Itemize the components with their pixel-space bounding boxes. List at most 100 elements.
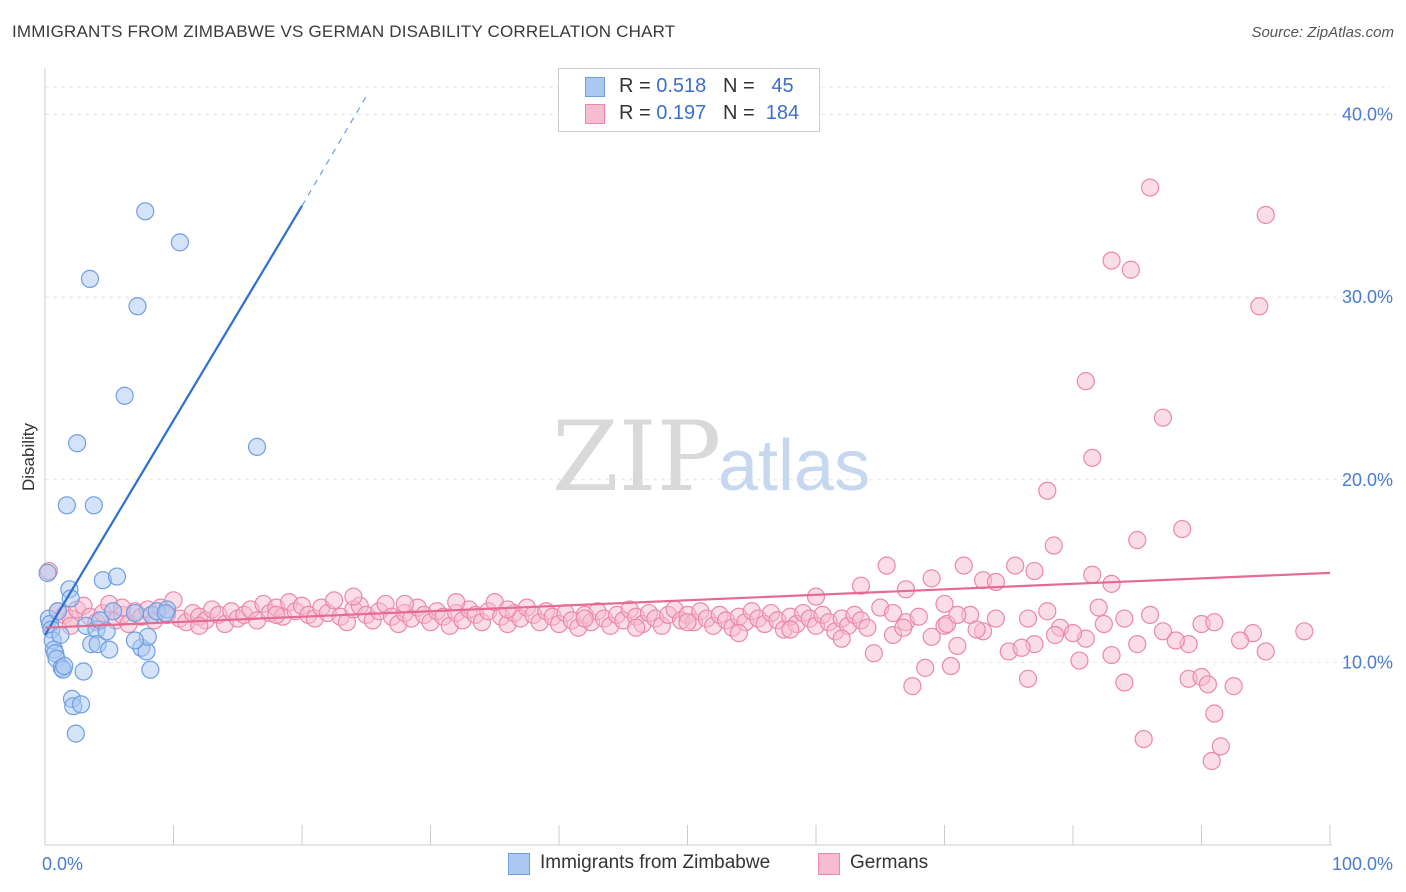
- germans-point-195: [1025, 561, 1044, 581]
- germans-point-207: [916, 658, 935, 677]
- germans-point-205: [935, 594, 954, 614]
- germans-point-197: [922, 569, 941, 588]
- germans-point-131: [267, 605, 286, 625]
- germans-point-136: [575, 609, 594, 628]
- germans-point-210: [1018, 669, 1038, 688]
- germans-point-162: [1153, 622, 1173, 641]
- bottom-legend-swatch-blue: [508, 853, 530, 875]
- germans-point-141: [832, 629, 851, 648]
- germans-point-160: [1102, 645, 1121, 665]
- germans-point-212: [1115, 673, 1134, 692]
- y-tick-label-3: 40.0%: [1342, 105, 1393, 125]
- germans-point-218: [1202, 751, 1221, 771]
- germans-point-201: [877, 556, 896, 575]
- germans-point-170: [1012, 638, 1031, 657]
- zimbabwe-point-44: [141, 660, 160, 679]
- germans-point-172: [1115, 609, 1134, 628]
- germans-point-215: [1134, 729, 1153, 749]
- germans-point-168: [909, 607, 928, 626]
- zimbabwe-point-46: [170, 233, 190, 252]
- germans-point-189: [1038, 481, 1057, 500]
- germans-point-187: [1153, 408, 1173, 427]
- axes: [44, 68, 1332, 846]
- zimbabwe-point-0: [38, 563, 57, 582]
- germans-point-190: [1173, 519, 1192, 539]
- germans-point-220: [1224, 677, 1243, 696]
- germans-point-137: [626, 618, 646, 637]
- germans-point-211: [1070, 651, 1089, 670]
- germans-point-134: [447, 593, 466, 612]
- zimbabwe-point-43: [125, 631, 145, 650]
- germans-point-175: [894, 618, 913, 637]
- germans-point-217: [1211, 737, 1230, 756]
- legend-swatch-blue: [585, 77, 605, 97]
- germans-point-208: [941, 656, 961, 676]
- zimbabwe-point-25: [84, 496, 103, 515]
- germans-point-127: [858, 618, 877, 637]
- y-tick-labels: 10.0% 20.0% 30.0% 40.0%: [1342, 105, 1393, 673]
- germans-point-192: [1044, 536, 1063, 555]
- germans-point-186: [1076, 372, 1095, 391]
- germans-point-165: [1230, 631, 1250, 650]
- germans-point-146: [1089, 598, 1108, 617]
- zimbabwe-point-13: [57, 496, 76, 515]
- germans-point-167: [883, 603, 903, 623]
- zimbabwe-point-9: [51, 625, 70, 645]
- germans-point-200: [1102, 574, 1121, 593]
- zimbabwe-point-20: [71, 695, 91, 714]
- germans-point-177: [967, 620, 986, 639]
- source-label: Source: ZipAtlas.com: [1251, 24, 1394, 41]
- germans-point-147: [1140, 605, 1160, 625]
- germans-point-202: [896, 580, 916, 599]
- zimbabwe-point-30: [97, 622, 116, 641]
- germans-point-145: [1038, 602, 1057, 621]
- germans-point-135: [498, 600, 517, 619]
- germans-trend-line: [44, 571, 1331, 629]
- germans-point-196: [1083, 565, 1102, 584]
- watermark: ZIP atlas: [552, 401, 870, 513]
- zimbabwe-point-32: [104, 602, 123, 621]
- germans-point-179: [1045, 625, 1065, 645]
- germans-point-133: [395, 594, 414, 614]
- zimbabwe-point-21: [74, 662, 93, 681]
- germans-point-139: [729, 624, 749, 643]
- zimbabwe-point-18: [66, 724, 85, 743]
- legend-swatch-pink: [585, 104, 605, 124]
- y-axis-label: Disability: [19, 422, 38, 491]
- y-tick-label-0: 10.0%: [1342, 652, 1393, 672]
- germans-point-194: [1006, 556, 1025, 575]
- germans-point-132: [344, 587, 363, 606]
- germans-point-188: [1083, 448, 1102, 467]
- germans-point-154: [948, 636, 967, 656]
- germans-point-183: [1102, 251, 1121, 270]
- germans-point-180: [1094, 614, 1113, 634]
- watermark-atlas: atlas: [718, 426, 870, 506]
- zimbabwe-point-34: [115, 386, 134, 405]
- watermark-zip: ZIP: [552, 401, 721, 513]
- germans-point-209: [903, 677, 922, 696]
- germans-point-184: [1121, 260, 1140, 279]
- bottom-legend-label-germans: Germans: [850, 852, 929, 873]
- germans-point-173: [1166, 631, 1185, 650]
- germans-point-138: [678, 613, 697, 632]
- germans-point-216: [1205, 704, 1224, 723]
- germans-point-164: [1205, 613, 1224, 632]
- germans-point-203: [851, 576, 871, 595]
- zimbabwe-point-19: [68, 434, 87, 453]
- x-tick-label-1: 100.0%: [1332, 854, 1393, 874]
- germans-point-150: [1295, 622, 1314, 641]
- y-tick-label-2: 30.0%: [1342, 287, 1393, 307]
- germans-point-153: [922, 627, 941, 646]
- legend-text-germans: R = 0.197 N = 184: [619, 102, 800, 124]
- zimbabwe-point-23: [80, 269, 100, 288]
- zimbabwe-point-48: [156, 603, 175, 623]
- legend-text-zimbabwe: R = 0.518 N = 45: [619, 75, 794, 97]
- zimbabwe-points: [38, 202, 267, 743]
- zimbabwe-point-47: [247, 437, 267, 456]
- legend-box: R = 0.518 N = 45 R = 0.197 N = 184: [558, 68, 820, 132]
- germans-point-219: [1198, 675, 1218, 694]
- germans-point-178: [1018, 609, 1038, 628]
- bottom-legend-swatch-pink: [818, 853, 840, 875]
- zimbabwe-trend-line: [44, 205, 303, 636]
- zimbabwe-point-31: [100, 640, 119, 659]
